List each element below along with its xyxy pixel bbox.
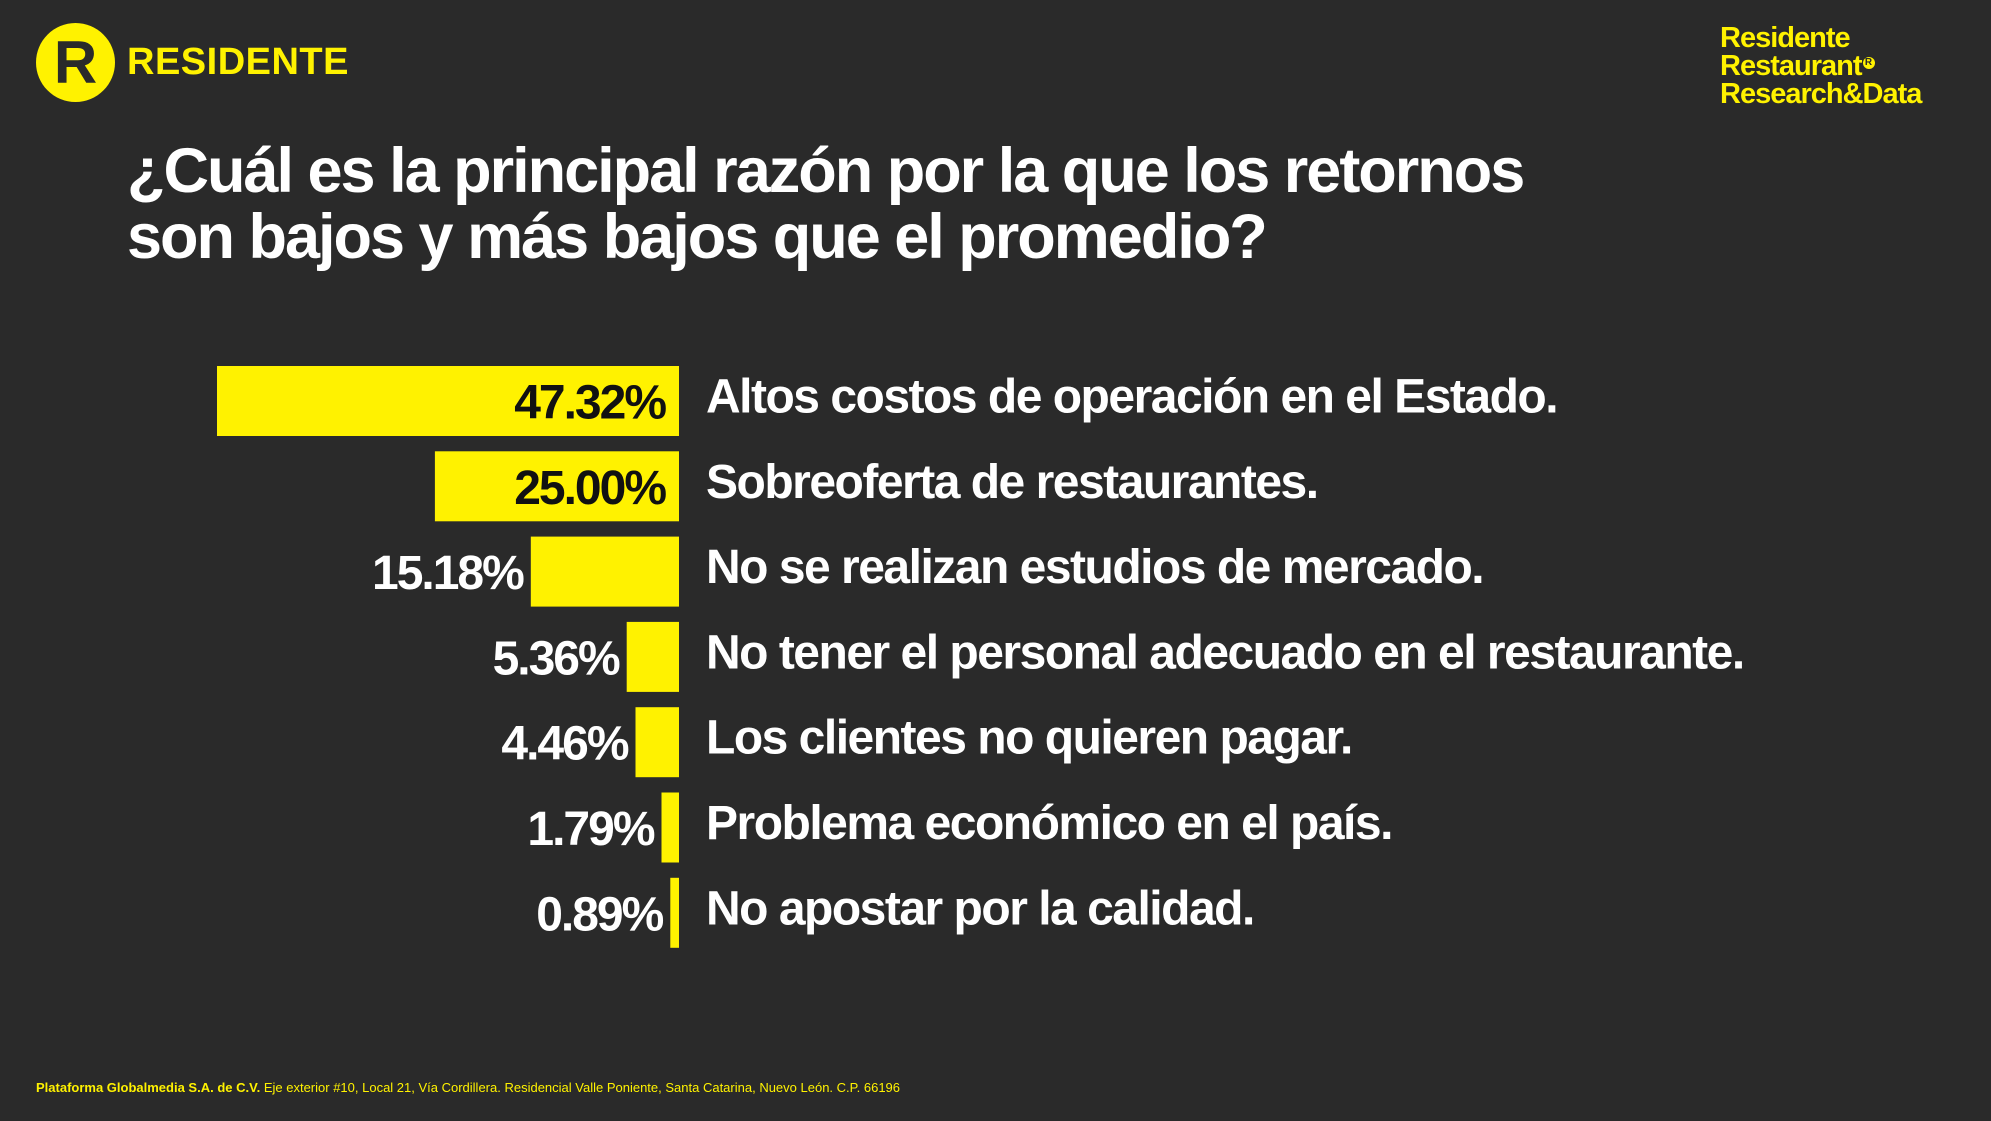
value-label-5: 1.79% xyxy=(527,803,654,856)
residente-logo: R RESIDENTE xyxy=(36,23,349,102)
category-label-5: Problema económico en el país. xyxy=(706,797,1392,850)
bar-6 xyxy=(670,877,679,948)
bar-2 xyxy=(530,536,679,607)
residente-logo-text: RESIDENTE xyxy=(127,41,349,83)
category-label-1: Sobreoferta de restaurantes. xyxy=(706,456,1318,509)
footer-address: Plataforma Globalmedia S.A. de C.V. Eje … xyxy=(36,1080,900,1095)
chart-title-line-2: son bajos y más bajos que el promedio? xyxy=(127,202,1268,272)
brand-block: Residente Restaurant R Research&Data xyxy=(1720,22,1922,110)
footer-company: Plataforma Globalmedia S.A. de C.V. xyxy=(36,1080,261,1095)
value-label-4: 4.46% xyxy=(501,718,628,771)
brand-line-2-text: Restaurant xyxy=(1720,50,1862,82)
bar-0 xyxy=(217,366,679,436)
chart-title: ¿Cuál es la principal razón por la que l… xyxy=(127,136,1525,272)
category-label-4: Los clientes no quieren pagar. xyxy=(706,712,1352,765)
value-label-1: 25.00% xyxy=(514,462,666,515)
footer-address-text: Eje exterior #10, Local 21, Vía Cordille… xyxy=(263,1080,901,1095)
bar-5 xyxy=(661,792,679,863)
category-label-3: No tener el personal adecuado en el rest… xyxy=(706,626,1744,679)
value-label-6: 0.89% xyxy=(536,888,663,941)
category-label-2: No se realizan estudios de mercado. xyxy=(706,541,1483,594)
residente-logo-mark: R xyxy=(36,23,115,102)
brand-line-3: Research&Data xyxy=(1720,78,1922,110)
value-label-2: 15.18% xyxy=(372,547,524,600)
chart-title-line-1: ¿Cuál es la principal razón por la que l… xyxy=(127,136,1525,206)
brand-line-2: Restaurant R xyxy=(1720,50,1921,82)
value-label-0: 47.32% xyxy=(514,377,666,430)
brand-line-1: Residente xyxy=(1720,22,1851,54)
category-label-0: Altos costos de operación en el Estado. xyxy=(706,371,1557,424)
category-label-6: No apostar por la calidad. xyxy=(706,882,1254,935)
bar-chart: 47.32% Altos costos de operación en el Es… xyxy=(217,366,1745,948)
value-label-3: 5.36% xyxy=(493,632,620,685)
bar-4 xyxy=(635,707,679,778)
bar-3 xyxy=(626,621,679,692)
bar-1 xyxy=(434,451,679,522)
registered-mark: R xyxy=(1862,57,1875,69)
